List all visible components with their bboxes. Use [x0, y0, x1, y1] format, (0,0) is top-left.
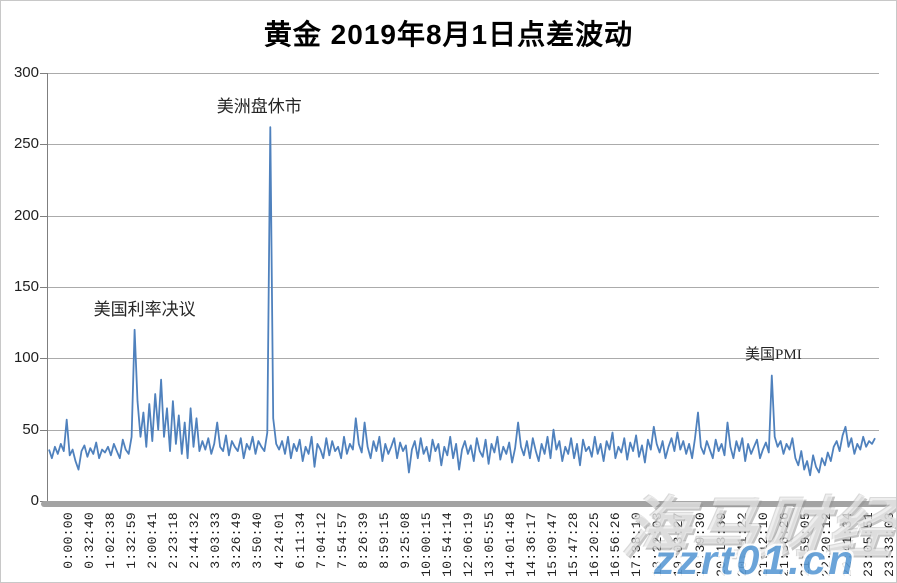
x-tick-label: 10:54:14 [439, 512, 455, 577]
x-tick-label: 21:36:26 [776, 512, 792, 577]
x-tick-label: 9:25:08 [397, 512, 413, 569]
x-tick-label: 23:33:03 [882, 512, 897, 577]
gridline-100 [47, 358, 879, 360]
x-tick-label: 20:13:39 [713, 512, 729, 577]
x-tick-label: 20:41:22 [734, 512, 750, 577]
x-tick-label: 7:54:57 [334, 512, 350, 569]
x-tick-label: 19:03:27 [671, 512, 687, 577]
x-tick-label: 21:59:05 [797, 512, 813, 577]
x-tick-label: 17:38:10 [629, 512, 645, 577]
x-tick-label: 16:20:25 [587, 512, 603, 577]
x-tick-label: 15:09:47 [545, 512, 561, 577]
x-tick-label: 19:39:30 [692, 512, 708, 577]
y-tick-label: 300 [13, 64, 39, 81]
x-tick-label: 12:06:19 [460, 512, 476, 577]
chart-title: 黄金 2019年8月1日点差波动 [263, 19, 634, 50]
y-tick-mark [40, 358, 47, 360]
x-tick-label: 7:04:12 [313, 512, 329, 569]
x-tick-label: 22:41:34 [839, 512, 855, 577]
x-tick-label: 3:03:33 [208, 512, 224, 569]
x-tick-label: 8:26:39 [355, 512, 371, 569]
x-tick-label: 2:00:41 [145, 512, 161, 569]
annotation-label: 美洲盘休市 [216, 97, 302, 117]
x-tick-label: 14:01:48 [503, 512, 519, 577]
x-tick-label: 23:05:51 [860, 512, 876, 577]
spread-series-line [48, 126, 876, 477]
gridline-200 [47, 215, 879, 217]
y-tick-label: 100 [13, 349, 39, 367]
x-tick-label: 1:32:59 [124, 512, 140, 569]
x-tick-label: 10:00:15 [418, 512, 434, 577]
gridline-50 [47, 429, 879, 431]
x-tick-label: 0:00:00 [61, 512, 76, 569]
y-tick-mark [40, 144, 47, 146]
x-axis-bar [41, 501, 887, 507]
x-tick-label: 4:24:01 [271, 512, 287, 569]
x-tick-label: 2:23:18 [166, 512, 182, 569]
y-tick-mark [40, 429, 47, 431]
x-tick-label: 22:20:12 [818, 512, 834, 577]
y-tick-label: 250 [13, 135, 39, 153]
x-tick-label: 1:02:38 [103, 512, 119, 569]
y-tick-label: 200 [13, 206, 39, 224]
x-tick-label: 13:05:55 [482, 512, 498, 577]
y-tick-mark [40, 73, 47, 74]
annotation-label: 美国PMI [745, 347, 802, 364]
y-tick-label: 0 [30, 492, 39, 509]
y-axis-line [47, 73, 48, 501]
y-tick-label: 50 [22, 420, 39, 438]
x-tick-label: 16:56:26 [608, 512, 624, 577]
x-tick-label: 18:22:03 [650, 512, 666, 577]
x-tick-label: 3:26:49 [229, 512, 245, 569]
gridline-300 [47, 73, 879, 74]
x-tick-label: 0:32:40 [82, 512, 98, 569]
x-tick-label: 3:50:40 [250, 512, 266, 569]
x-tick-label: 8:59:15 [376, 512, 392, 569]
annotation-label: 美国利率决议 [93, 300, 196, 320]
y-tick-label: 150 [13, 278, 39, 295]
x-tick-label: 15:47:28 [566, 512, 582, 577]
x-tick-label: 14:36:17 [524, 512, 540, 577]
gridline-250 [47, 144, 879, 146]
x-tick-label: 2:44:32 [187, 512, 203, 569]
y-tick-mark [40, 215, 47, 217]
spread-series-plot [48, 126, 876, 477]
gridline-150 [47, 287, 879, 288]
y-tick-mark [40, 287, 47, 288]
x-tick-label: 6:11:34 [292, 512, 308, 569]
x-tick-label: 21:12:10 [755, 512, 771, 577]
